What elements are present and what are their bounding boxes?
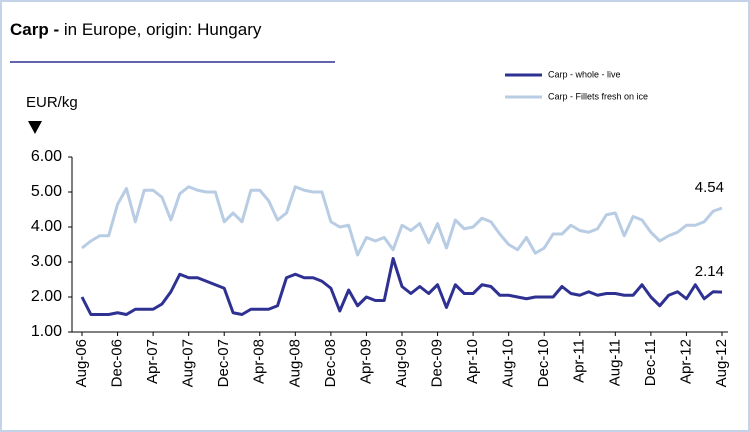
x-tick-label: Apr-09: [357, 339, 374, 384]
y-axis-label: EUR/kg: [26, 94, 78, 111]
x-tick-label: Dec-07: [215, 339, 232, 387]
arrow: [28, 121, 42, 134]
y-tick-label: 3.00: [31, 253, 62, 270]
y-tick-label: 1.00: [31, 323, 62, 340]
x-tick-label: Aug-09: [393, 339, 410, 387]
y-tick-label: 6.00: [31, 148, 62, 165]
x-tick-label: Aug-08: [286, 339, 303, 387]
x-tick-label: Apr-10: [464, 339, 481, 384]
series-line: [81, 185, 723, 257]
x-tick-label: Apr-12: [677, 339, 694, 384]
x-tick-label: Aug-07: [180, 339, 197, 387]
chart-title: Carp - in Europe, origin: Hungary: [10, 20, 262, 39]
x-tick-label: Dec-08: [322, 339, 339, 387]
title-rest: in Europe, origin: Hungary: [64, 20, 262, 39]
x-tick-label: Apr-07: [144, 339, 161, 384]
legend-label: Carp - Fillets fresh on ice: [548, 91, 648, 101]
x-tick-label: Aug-12: [713, 339, 730, 387]
data-label: 2.14: [695, 263, 724, 280]
y-tick-label: 5.00: [31, 183, 62, 200]
x-tick-label: Dec-10: [535, 339, 552, 387]
title-bold: Carp -: [10, 20, 59, 39]
x-tick-label: Dec-11: [642, 339, 659, 386]
y-tick-label: 4.00: [31, 218, 62, 235]
legend-label: Carp - whole - live: [548, 69, 621, 79]
x-tick-label: Aug-10: [500, 339, 517, 387]
x-tick-label: Aug-11: [606, 339, 623, 386]
x-tick-label: Dec-06: [109, 339, 126, 387]
series-line: [80, 257, 723, 316]
x-tick-label: Apr-11: [571, 339, 588, 383]
x-tick-label: Dec-09: [429, 339, 446, 387]
y-tick-label: 2.00: [31, 288, 62, 305]
data-label: 4.54: [695, 179, 724, 196]
x-tick-label: Aug-06: [73, 339, 90, 387]
x-tick-label: Apr-08: [251, 339, 268, 384]
